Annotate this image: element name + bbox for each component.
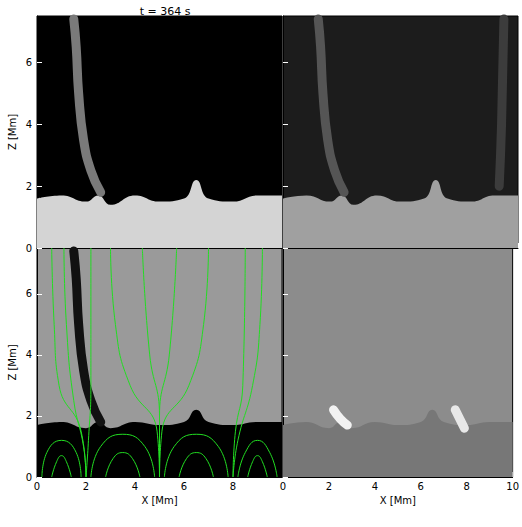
svg-text:6: 6 <box>418 481 424 492</box>
svg-text:0: 0 <box>280 481 286 492</box>
svg-text:Z [Mm]: Z [Mm] <box>7 344 18 380</box>
svg-text:4: 4 <box>26 119 32 130</box>
svg-text:4: 4 <box>26 349 32 360</box>
svg-text:2: 2 <box>326 481 332 492</box>
svg-text:10: 10 <box>506 481 519 492</box>
svg-text:Z [Mm]: Z [Mm] <box>7 114 18 150</box>
svg-text:4: 4 <box>132 481 138 492</box>
svg-text:6: 6 <box>26 57 32 68</box>
svg-text:t = 364 s: t = 364 s <box>140 5 191 18</box>
svg-text:8: 8 <box>230 481 236 492</box>
svg-text:0: 0 <box>34 481 40 492</box>
svg-text:2: 2 <box>26 181 32 192</box>
svg-text:6: 6 <box>26 288 32 299</box>
svg-text:X [Mm]: X [Mm] <box>141 495 177 506</box>
svg-text:X [Mm]: X [Mm] <box>380 495 416 506</box>
svg-text:2: 2 <box>26 410 32 421</box>
svg-text:6: 6 <box>181 481 187 492</box>
svg-text:0: 0 <box>26 472 32 483</box>
svg-text:2: 2 <box>83 481 89 492</box>
svg-text:8: 8 <box>464 481 470 492</box>
svg-text:0: 0 <box>26 243 32 254</box>
svg-text:4: 4 <box>372 481 378 492</box>
